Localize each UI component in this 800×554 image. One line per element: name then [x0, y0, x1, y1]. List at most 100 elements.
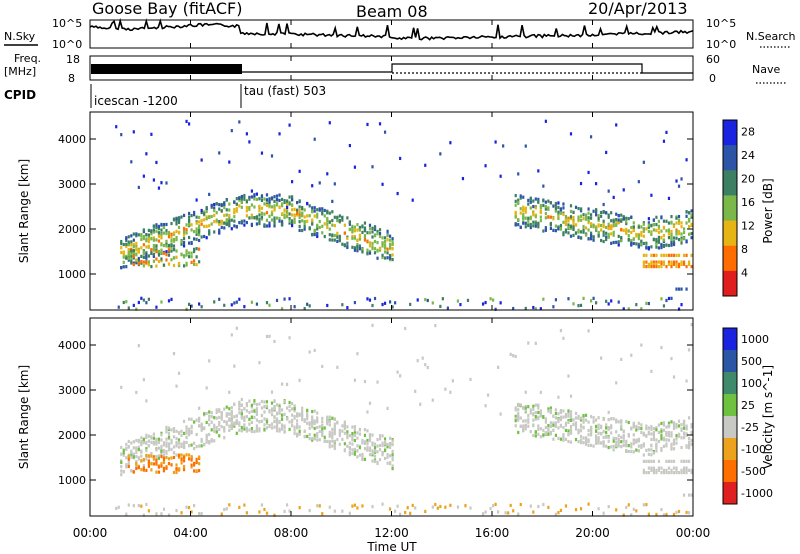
data-cell [378, 231, 382, 236]
data-cell [640, 430, 643, 435]
data-cell [602, 209, 605, 214]
data-cell [620, 419, 623, 423]
data-cell [132, 238, 135, 242]
data-cell [416, 359, 419, 363]
colorbar-tick-label: 12 [741, 220, 755, 233]
data-cell [414, 506, 417, 510]
data-cell [182, 264, 186, 268]
data-cell [258, 361, 261, 365]
data-cell [147, 260, 150, 264]
data-cell [142, 255, 145, 260]
data-cell [160, 454, 163, 459]
data-cell [208, 229, 211, 233]
data-cell [549, 430, 552, 434]
data-cell [522, 205, 525, 209]
colorbar-tick-label: 8 [741, 243, 748, 256]
data-cell [165, 253, 168, 257]
data-cell [539, 215, 542, 219]
data-cell [160, 512, 163, 516]
data-cell [615, 220, 618, 224]
data-cell [426, 365, 429, 370]
data-cell [238, 120, 241, 124]
data-cell [687, 260, 691, 264]
data-cell [600, 441, 603, 445]
data-cell [253, 216, 256, 220]
data-cell [255, 192, 259, 196]
data-cell [388, 238, 392, 242]
data-cell [205, 440, 208, 444]
data-cell [361, 248, 364, 252]
data-cell [250, 405, 253, 409]
data-cell [650, 232, 653, 236]
data-cell [650, 453, 653, 457]
data-cell [140, 442, 143, 447]
data-cell [537, 225, 540, 229]
data-cell [228, 424, 231, 428]
data-cell [376, 241, 379, 245]
data-cell [615, 223, 618, 227]
data-cell [662, 225, 666, 229]
data-cell [250, 189, 253, 193]
data-cell [203, 210, 206, 214]
data-cell [167, 461, 171, 466]
data-cell [245, 409, 248, 413]
colorbar-swatch [723, 372, 737, 395]
data-cell [187, 506, 191, 510]
data-cell [572, 220, 575, 224]
data-cell [642, 160, 645, 164]
data-cell [690, 493, 693, 497]
data-cell [672, 426, 676, 431]
data-cell [273, 216, 276, 220]
data-cell [517, 198, 520, 202]
data-cell [612, 240, 615, 245]
data-cell [215, 211, 218, 215]
data-cell [353, 300, 357, 305]
data-cell [391, 305, 394, 309]
data-cell [130, 254, 133, 258]
data-cell [170, 258, 173, 262]
data-cell [602, 230, 605, 234]
data-cell [157, 470, 161, 474]
data-cell [381, 255, 384, 260]
data-cell [640, 233, 643, 237]
data-cell [321, 364, 324, 369]
data-cell [180, 453, 183, 457]
data-cell [245, 402, 248, 406]
data-cell [165, 449, 168, 454]
data-cell [200, 512, 203, 516]
data-cell [248, 417, 251, 421]
data-cell [517, 413, 520, 417]
data-cell [577, 415, 580, 419]
data-cell [579, 423, 583, 427]
data-cell [250, 429, 253, 434]
data-cell [177, 262, 181, 266]
data-cell [190, 251, 193, 255]
data-cell [519, 225, 522, 229]
data-cell [175, 470, 178, 475]
data-cell [373, 239, 377, 244]
data-cell [378, 122, 382, 126]
data-cell [682, 253, 686, 257]
data-cell [245, 214, 248, 218]
data-cell [534, 307, 537, 311]
data-cell [265, 426, 269, 430]
data-cell [268, 200, 271, 204]
data-cell [524, 206, 527, 210]
data-cell [288, 123, 291, 127]
data-cell [682, 436, 686, 440]
data-cell [537, 197, 540, 201]
data-cell [579, 425, 583, 429]
data-cell [198, 302, 201, 306]
data-cell [152, 228, 156, 232]
data-cell [584, 213, 588, 217]
data-cell [308, 437, 311, 441]
data-cell [321, 416, 324, 421]
data-cell [205, 224, 208, 228]
data-cell [680, 177, 683, 181]
data-cell [125, 265, 128, 269]
data-cell [316, 215, 319, 219]
data-cell [529, 411, 532, 415]
data-cell [660, 243, 663, 247]
data-cell [567, 429, 570, 433]
data-cell [431, 301, 434, 305]
